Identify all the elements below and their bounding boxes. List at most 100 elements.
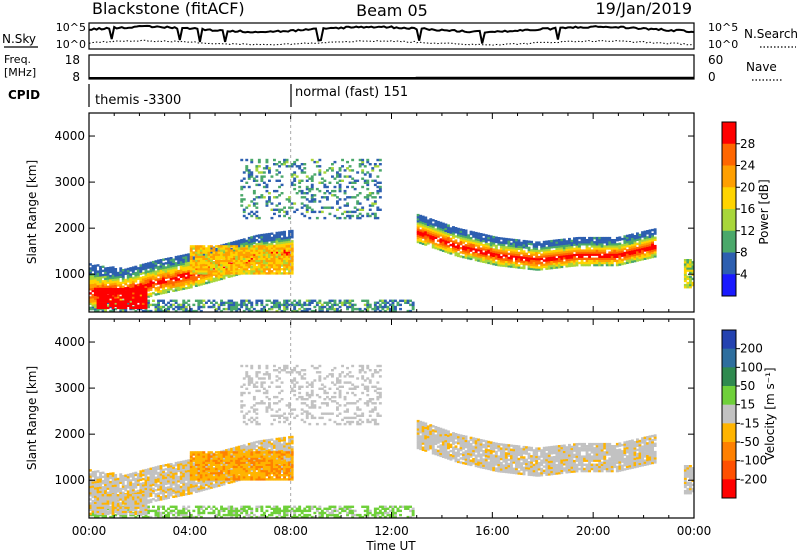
power-cell xyxy=(255,243,259,246)
power-cell xyxy=(482,233,486,236)
power-cell xyxy=(262,265,266,269)
velocity-cell xyxy=(94,503,97,507)
power-cell xyxy=(131,280,135,284)
velocity-cell xyxy=(139,491,143,494)
power-cell xyxy=(265,265,269,269)
velocity-cell xyxy=(91,470,95,474)
power-cell xyxy=(537,243,541,246)
power-cell xyxy=(625,259,629,262)
power-cell xyxy=(381,307,385,311)
velocity-cell xyxy=(159,505,163,508)
power-cell xyxy=(585,261,589,265)
power-cell xyxy=(268,261,271,265)
power-cell xyxy=(447,240,450,244)
power-cell xyxy=(189,273,193,276)
velocity-cell xyxy=(351,511,355,515)
power-cell xyxy=(396,301,400,304)
velocity-cell xyxy=(101,482,105,485)
power-cell xyxy=(573,264,576,267)
power-cell xyxy=(628,238,632,241)
power-cell xyxy=(547,263,551,266)
power-cell xyxy=(479,251,483,255)
power-cell xyxy=(434,222,438,225)
power-cell xyxy=(537,268,541,271)
velocity-cell xyxy=(147,515,150,519)
power-cell xyxy=(192,245,196,248)
power-cell xyxy=(280,241,284,244)
power-cell xyxy=(227,259,231,263)
power-cell xyxy=(336,181,339,184)
power-cell xyxy=(494,240,498,244)
power-cell xyxy=(199,245,203,248)
power-cell xyxy=(484,254,488,258)
power-cell xyxy=(484,261,488,264)
power-cell xyxy=(482,239,486,243)
power-cell xyxy=(310,299,314,302)
power-cell xyxy=(535,253,539,257)
power-cell xyxy=(126,274,130,277)
power-cell xyxy=(167,263,170,267)
velocity-cell xyxy=(144,487,148,490)
power-cell xyxy=(207,299,211,302)
power-cell xyxy=(194,299,198,302)
power-cell xyxy=(162,268,165,272)
power-cell xyxy=(641,249,644,253)
power-cell xyxy=(270,272,274,275)
power-cell xyxy=(464,254,468,257)
power-cell xyxy=(608,239,612,242)
power-cell xyxy=(464,231,468,234)
power-cell xyxy=(623,253,627,257)
power-cell xyxy=(179,257,183,260)
power-cell xyxy=(179,279,183,283)
power-cell xyxy=(628,252,632,256)
power-cell xyxy=(222,256,226,259)
power-cell xyxy=(378,309,382,313)
velocity-cell xyxy=(381,511,385,515)
power-cell xyxy=(560,261,564,264)
power-cell xyxy=(338,187,342,191)
power-cell xyxy=(99,274,102,277)
power-cell xyxy=(404,301,407,304)
power-cell xyxy=(646,252,649,256)
power-cell xyxy=(260,245,264,248)
power-cell xyxy=(467,250,470,254)
velocity-cell xyxy=(144,489,148,493)
velocity-cell xyxy=(91,506,95,509)
power-cell xyxy=(222,243,226,247)
power-cell xyxy=(643,249,647,252)
power-cell xyxy=(517,241,521,244)
power-cell xyxy=(237,303,241,307)
power-cell xyxy=(522,252,526,255)
power-cell xyxy=(147,309,150,313)
power-cell xyxy=(434,236,438,239)
velocity-cell xyxy=(240,509,244,513)
power-cell xyxy=(154,287,158,290)
power-cell xyxy=(99,296,102,299)
power-cell xyxy=(441,222,445,225)
power-cell xyxy=(568,242,571,245)
power-cell xyxy=(262,249,266,252)
power-cell xyxy=(167,309,170,313)
nave-tick-bottom: 0 xyxy=(708,70,716,84)
power-cell xyxy=(326,303,329,307)
power-cell xyxy=(215,251,218,254)
velocity-cell xyxy=(278,509,281,513)
power-cell xyxy=(588,261,591,265)
power-cell xyxy=(590,261,594,265)
power-cell xyxy=(184,258,188,261)
colorbar-swatch xyxy=(722,122,736,145)
power-cell xyxy=(89,275,92,278)
power-cell xyxy=(623,251,627,255)
power-cell xyxy=(189,281,193,285)
power-cell xyxy=(346,185,349,189)
power-cell xyxy=(353,196,357,199)
power-cell xyxy=(285,257,289,260)
power-cell xyxy=(482,244,486,247)
power-cell xyxy=(310,187,314,191)
power-cell xyxy=(187,309,191,313)
power-cell xyxy=(194,249,198,252)
power-cell xyxy=(361,185,365,189)
power-cell xyxy=(520,243,523,247)
power-cell xyxy=(653,236,657,239)
velocity-cell xyxy=(250,507,254,510)
